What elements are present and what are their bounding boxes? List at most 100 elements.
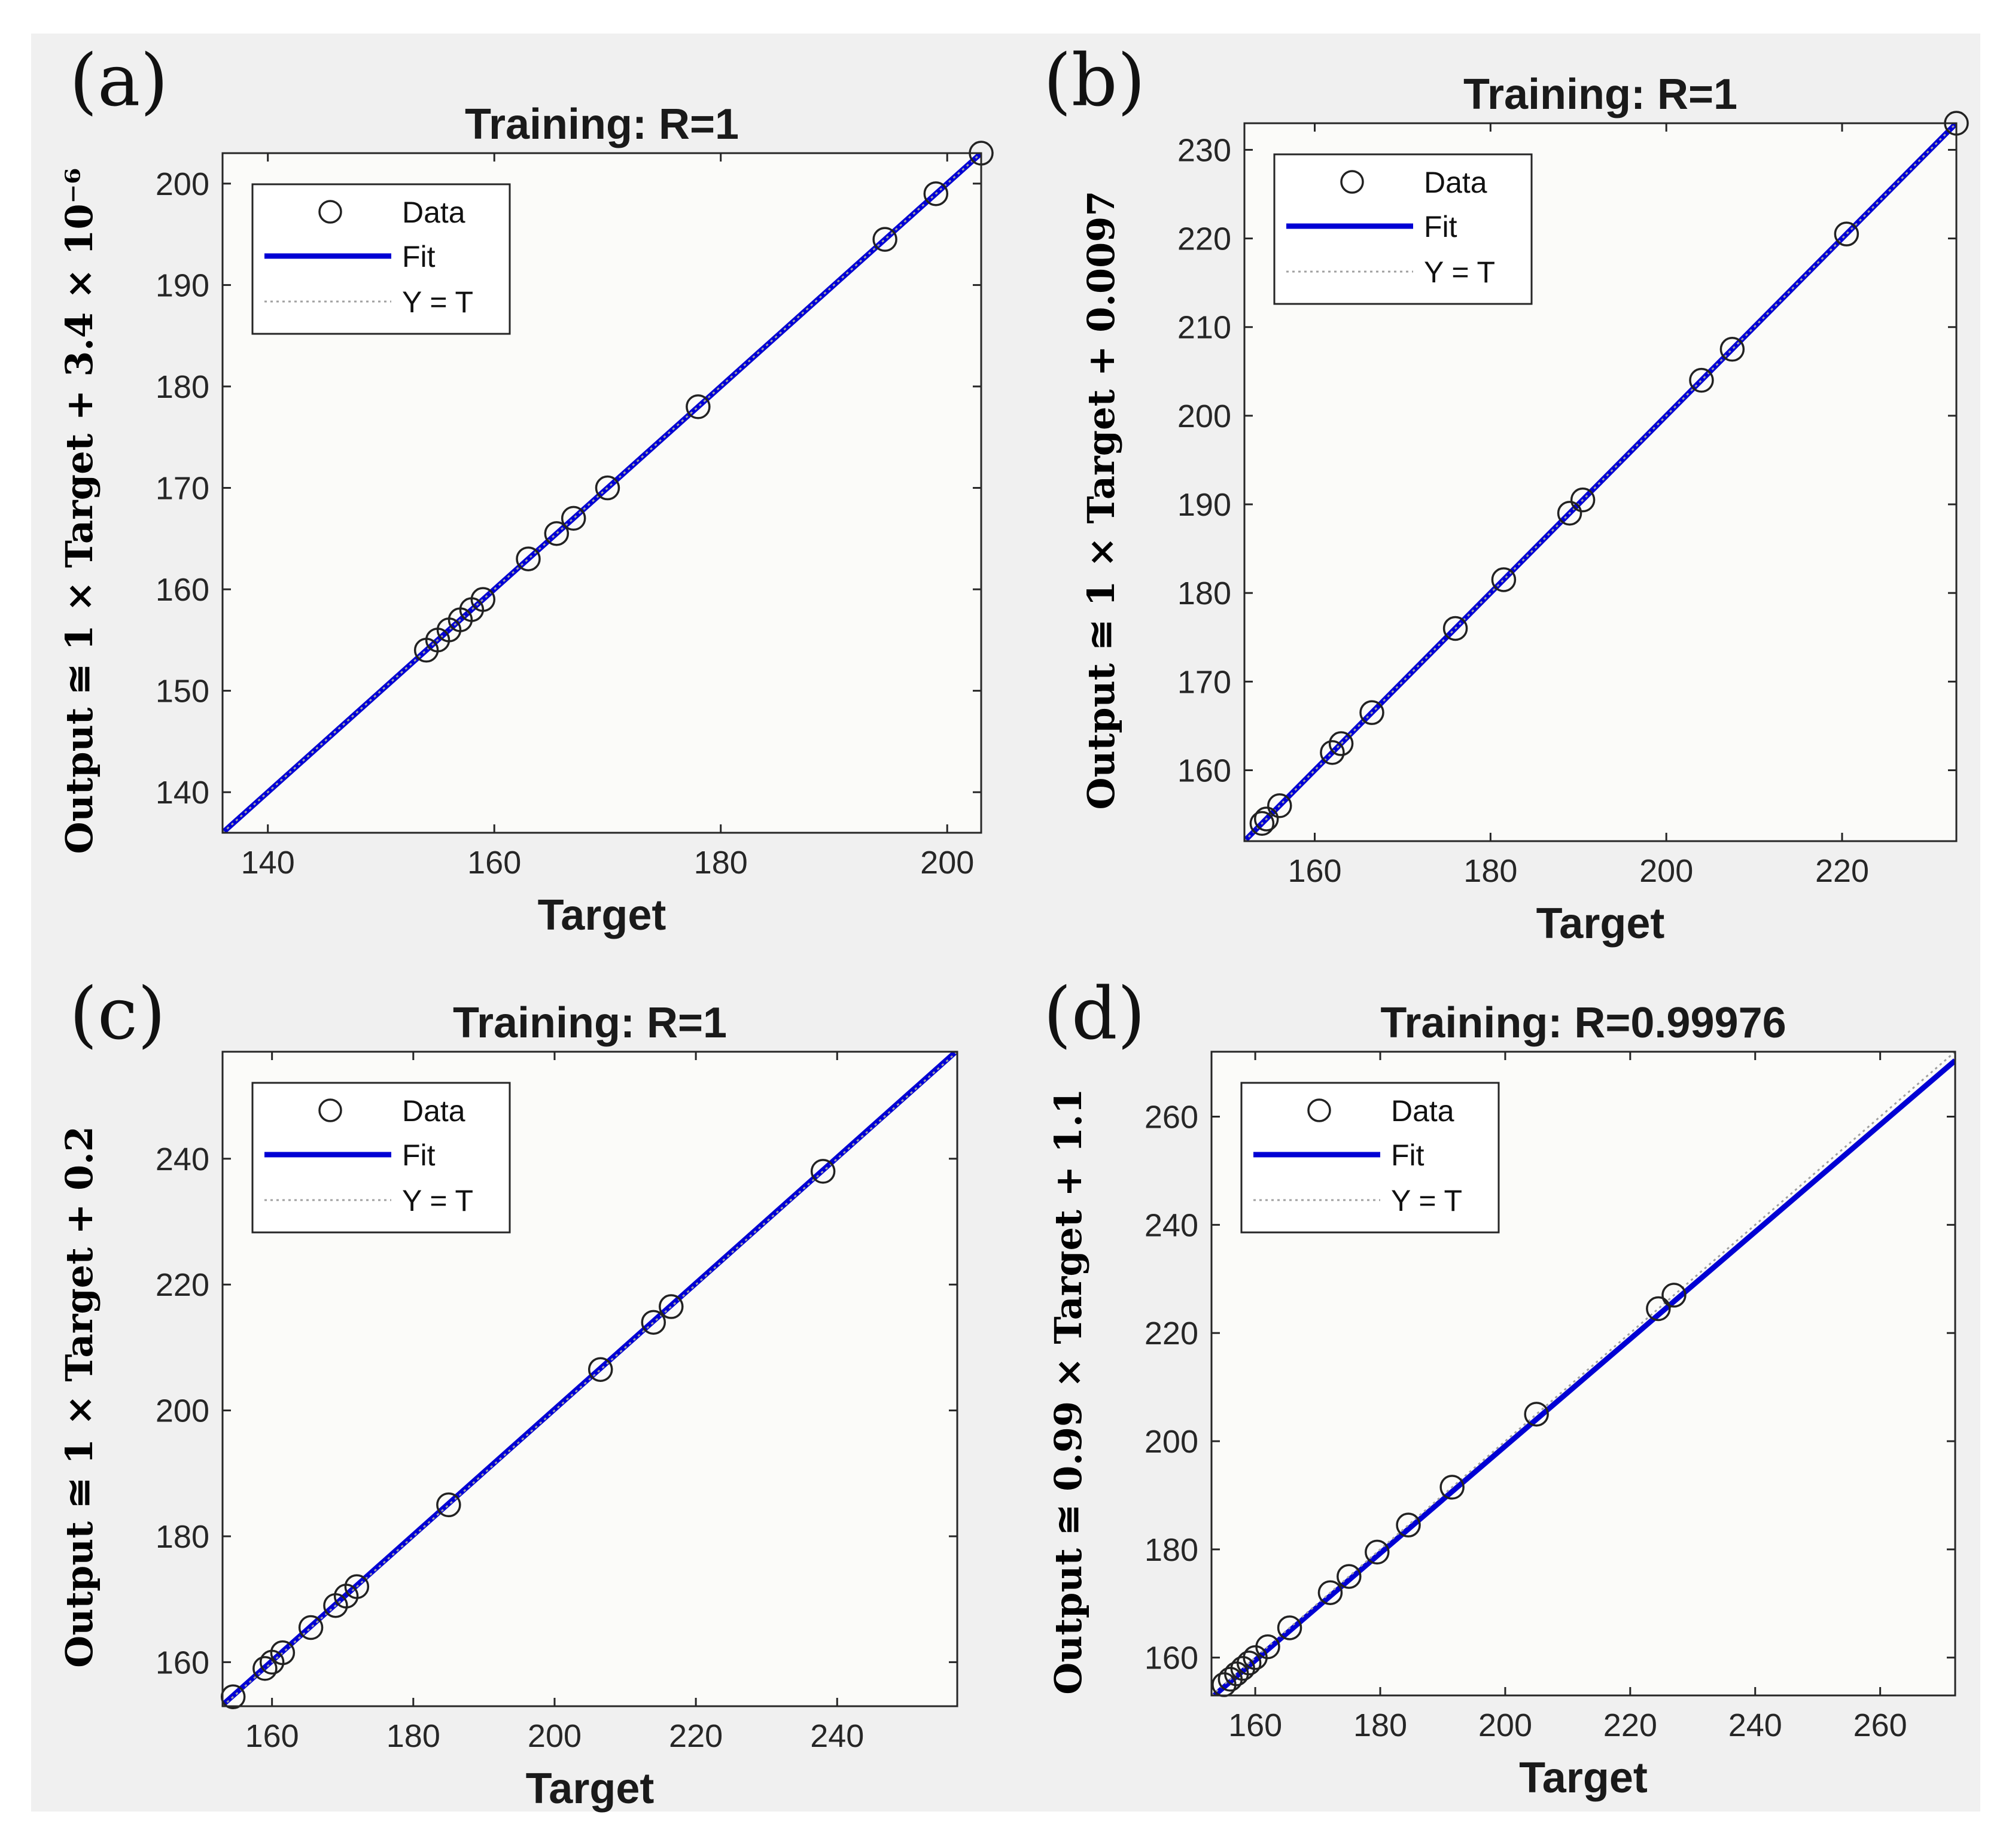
data-point bbox=[1255, 1634, 1280, 1660]
y-tick-label: 180 bbox=[156, 1519, 209, 1555]
data-point bbox=[1396, 1512, 1421, 1538]
chart-title: Training: R=1 bbox=[465, 101, 739, 148]
series-group bbox=[1212, 1052, 1955, 1695]
y-tick-label: 160 bbox=[156, 572, 209, 608]
panel-d: (d) Training: R=0.99976 160 180 200 220 240 260… bbox=[1043, 973, 1956, 1802]
legend-label: Y = T bbox=[402, 285, 473, 319]
panel-a: (a) Training: R=1 140 160 180 200 140 150 160 170… bbox=[57, 39, 994, 939]
identity-line bbox=[1212, 1052, 1955, 1695]
y-tick-label: 190 bbox=[1177, 487, 1231, 523]
data-point bbox=[1320, 740, 1345, 765]
data-point bbox=[1337, 1564, 1362, 1589]
legend-marker-data bbox=[1307, 1098, 1331, 1122]
x-tick-label: 200 bbox=[1639, 853, 1693, 889]
x-axis-label: Target bbox=[526, 1765, 655, 1813]
data-point bbox=[1570, 487, 1596, 513]
x-tick-label: 160 bbox=[467, 845, 521, 881]
legend-label: Data bbox=[1391, 1094, 1454, 1128]
data-point bbox=[516, 546, 541, 571]
x-tick-label: 160 bbox=[1228, 1707, 1282, 1743]
data-point bbox=[588, 1357, 613, 1382]
axes-box bbox=[1210, 1051, 1956, 1697]
data-point bbox=[1359, 700, 1384, 725]
x-tick-label: 220 bbox=[1603, 1707, 1657, 1743]
data-point bbox=[1277, 1615, 1302, 1640]
axes-box bbox=[1243, 122, 1958, 842]
y-tick-label: 190 bbox=[156, 267, 209, 303]
y-tick-label: 170 bbox=[156, 471, 209, 507]
x-tick-label: 180 bbox=[694, 845, 748, 881]
panel-b: (b) Training: R=1 160 180 200 220 160 170 180 190… bbox=[1043, 39, 1969, 948]
data-point bbox=[344, 1574, 370, 1599]
y-tick-label: 160 bbox=[156, 1645, 209, 1680]
data-point bbox=[1689, 367, 1714, 393]
legend-box bbox=[1273, 153, 1533, 305]
legend-label: Fit bbox=[402, 240, 436, 273]
identity-line bbox=[1244, 123, 1956, 841]
data-point bbox=[686, 394, 711, 419]
data-point bbox=[1365, 1539, 1390, 1565]
data-point bbox=[252, 1656, 278, 1681]
legend: Data Fit Y = T bbox=[251, 183, 511, 335]
x-tick-label: 160 bbox=[1287, 853, 1341, 889]
data-point bbox=[1328, 731, 1354, 756]
data-point bbox=[1253, 806, 1279, 832]
legend-label: Data bbox=[1424, 166, 1487, 199]
y-tick-label: 150 bbox=[156, 674, 209, 710]
chart-title: Training: R=0.99976 bbox=[1380, 999, 1786, 1047]
data-point bbox=[1236, 1650, 1262, 1676]
y-tick-label: 230 bbox=[1177, 132, 1231, 168]
legend: Data Fit Y = T bbox=[1240, 1082, 1500, 1234]
y-tick-label: 180 bbox=[156, 369, 209, 405]
identity-line bbox=[223, 153, 981, 833]
data-point bbox=[1646, 1296, 1671, 1322]
data-point bbox=[270, 1640, 296, 1666]
data-point bbox=[1719, 337, 1745, 362]
data-point bbox=[1249, 811, 1275, 836]
data-point bbox=[1317, 1580, 1343, 1605]
y-tick-label: 160 bbox=[1145, 1640, 1198, 1676]
y-tick-label: 200 bbox=[156, 166, 209, 202]
y-tick-label: 180 bbox=[1145, 1532, 1198, 1568]
y-tick-label: 170 bbox=[1177, 664, 1231, 700]
y-tick-label: 220 bbox=[156, 1267, 209, 1303]
legend-label: Y = T bbox=[402, 1184, 473, 1217]
panel-label: (c) bbox=[69, 973, 166, 1056]
y-tick-label: 140 bbox=[156, 775, 209, 811]
x-tick-label: 220 bbox=[669, 1718, 723, 1754]
y-tick-label: 200 bbox=[1145, 1424, 1198, 1460]
panel-label: (a) bbox=[69, 39, 168, 123]
identity-line bbox=[223, 1052, 957, 1706]
x-axis-label: Target bbox=[538, 891, 666, 939]
chart-title: Training: R=1 bbox=[1463, 71, 1737, 118]
x-axis-label: Target bbox=[1519, 1754, 1648, 1802]
y-tick-label: 220 bbox=[1145, 1316, 1198, 1351]
legend-label: Y = T bbox=[1424, 255, 1495, 289]
data-point bbox=[436, 1492, 461, 1518]
series-group bbox=[1244, 123, 1956, 841]
panel-label: (d) bbox=[1043, 973, 1145, 1056]
data-point bbox=[1442, 616, 1468, 641]
x-tick-label: 180 bbox=[1353, 1707, 1407, 1743]
y-tick-label: 210 bbox=[1177, 310, 1231, 346]
x-tick-label: 200 bbox=[1478, 1707, 1532, 1743]
y-tick-label: 160 bbox=[1177, 753, 1231, 788]
data-point bbox=[298, 1615, 324, 1640]
data-point bbox=[1491, 567, 1517, 592]
legend-label: Fit bbox=[1391, 1138, 1424, 1172]
series-group bbox=[223, 1052, 957, 1706]
data-point bbox=[1267, 793, 1292, 818]
data-point bbox=[1557, 501, 1582, 526]
axes-box bbox=[221, 152, 982, 834]
x-tick-label: 260 bbox=[1853, 1707, 1907, 1743]
y-axis-label: Output ≅ 1 × Target + 3.4 × 10⁻⁶ bbox=[57, 168, 101, 854]
legend-marker-data bbox=[1340, 170, 1364, 194]
data-point bbox=[659, 1294, 684, 1319]
data-point bbox=[1439, 1475, 1465, 1500]
chart-title: Training: R=1 bbox=[453, 999, 727, 1047]
y-axis-label: Output ≅ 1 × Target + 0.0097 bbox=[1079, 190, 1123, 809]
y-tick-label: 260 bbox=[1145, 1100, 1198, 1135]
legend-label: Fit bbox=[402, 1138, 436, 1172]
legend-label: Fit bbox=[1424, 210, 1457, 243]
data-point bbox=[923, 181, 949, 206]
